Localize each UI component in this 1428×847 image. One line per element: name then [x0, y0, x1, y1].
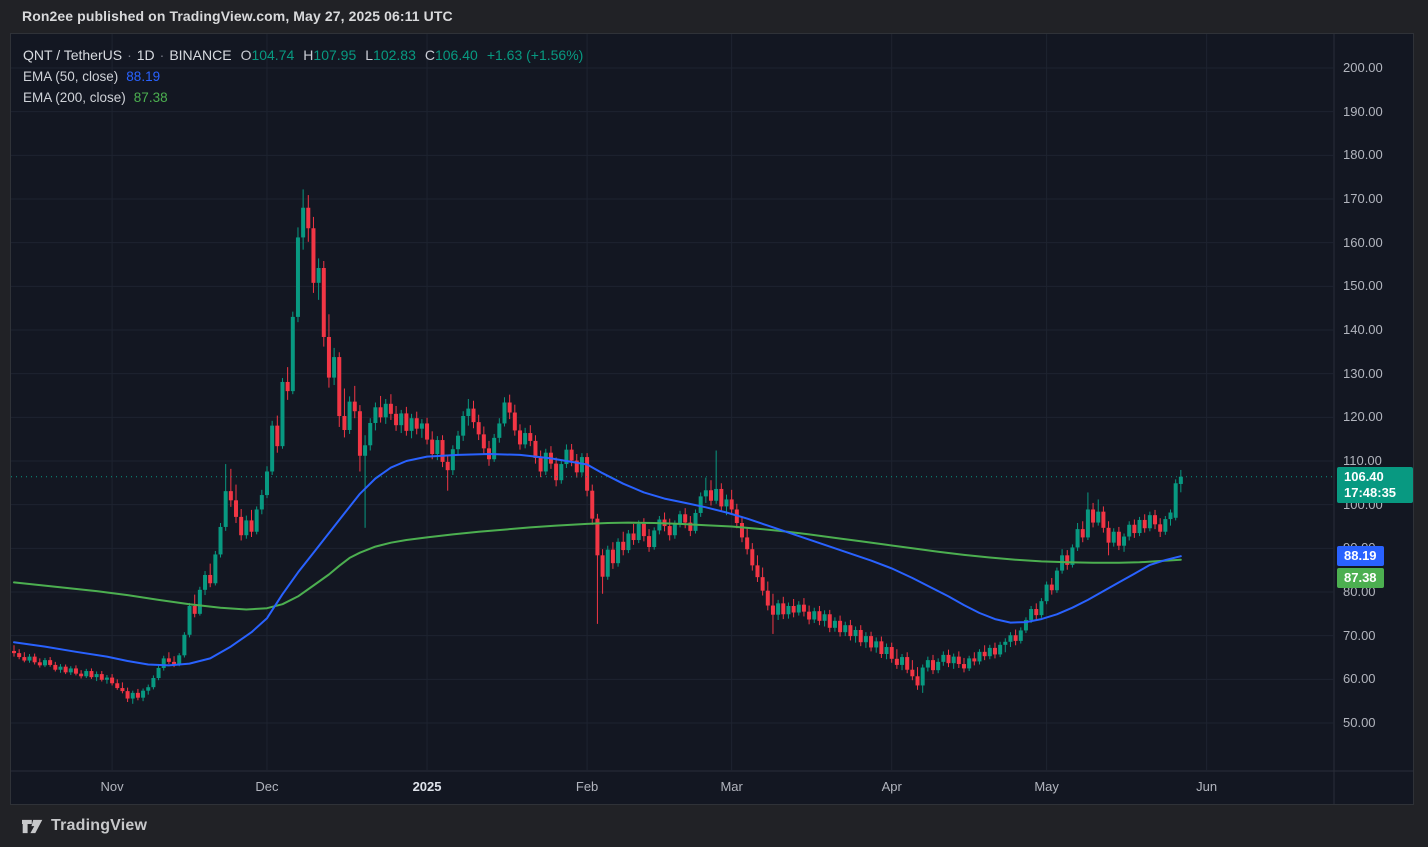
open-label: O	[240, 47, 252, 63]
price-axis-label: 150.00	[1343, 278, 1383, 294]
ema200-value: 87.38	[133, 90, 168, 105]
ema200-name[interactable]: EMA (200, close)	[23, 90, 126, 105]
indicator-row-ema200[interactable]: EMA (200, close) 87.38	[23, 87, 583, 108]
bar-countdown: 17:48:35	[1344, 484, 1397, 500]
footer-bar: TradingView	[0, 805, 1428, 847]
price-axis-label: 50.00	[1343, 715, 1376, 730]
high-label: H	[303, 47, 314, 63]
change-value: +1.63 (+1.56%)	[486, 47, 584, 63]
attribution-text: Ron2ee published on TradingView.com, May…	[22, 8, 453, 24]
time-axis-label: Feb	[575, 779, 599, 794]
price-axis-label: 160.00	[1343, 234, 1383, 250]
time-axis-label: May	[1034, 779, 1059, 794]
symbol-name[interactable]: QNT / TetherUS	[23, 47, 123, 63]
price-axis-label: 190.00	[1343, 103, 1383, 119]
ema50-value: 88.19	[126, 69, 161, 84]
price-axis-label: 70.00	[1343, 627, 1376, 643]
time-axis-label: Jun	[1196, 779, 1218, 794]
last-price-badge: 106.40 17:48:35	[1337, 466, 1413, 503]
price-axis-label: 200.00	[1343, 60, 1383, 75]
price-axis-label: 140.00	[1343, 322, 1383, 337]
ema50-name[interactable]: EMA (50, close)	[23, 69, 119, 84]
tradingview-brand-text: TradingView	[51, 817, 148, 834]
price-axis-label: 180.00	[1343, 147, 1383, 163]
price-axis-label: 110.00	[1343, 453, 1382, 468]
time-axis-label: 2025	[412, 779, 442, 794]
top-attribution-bar: Ron2ee published on TradingView.com, May…	[0, 0, 1428, 33]
separator-dot: ·	[127, 47, 132, 63]
tradingview-logo-icon	[22, 819, 43, 833]
time-axis-label: Dec	[255, 779, 279, 794]
price-axis-label: 170.00	[1343, 191, 1383, 206]
time-axis-label: Nov	[100, 779, 124, 794]
separator-dot: ·	[159, 47, 165, 63]
price-axis-label: 60.00	[1343, 671, 1376, 687]
close-value: 106.40	[434, 47, 478, 63]
price-axis-label: 120.00	[1343, 409, 1383, 425]
indicator-row-ema50[interactable]: EMA (50, close) 88.19	[23, 66, 583, 87]
interval-label[interactable]: 1D	[136, 47, 155, 63]
chart-canvas[interactable]	[11, 34, 1413, 804]
price-axis-label: 130.00	[1343, 365, 1383, 381]
close-label: C	[424, 47, 435, 63]
tradingview-brand-link[interactable]: TradingView	[22, 814, 147, 838]
low-label: L	[365, 47, 374, 63]
last-price-value: 106.40	[1344, 468, 1384, 484]
ema50-price-badge: 88.19	[1337, 546, 1384, 567]
open-value: 104.74	[251, 47, 295, 63]
time-axis-label: Mar	[720, 779, 743, 794]
exchange-label: BINANCE	[169, 47, 232, 63]
high-value: 107.95	[313, 47, 357, 63]
ema200-price-badge: 87.38	[1337, 568, 1384, 589]
low-value: 102.83	[373, 47, 416, 63]
time-axis-label: Apr	[881, 779, 902, 794]
chart-legend: QNT / TetherUS · 1D · BINANCE O104.74 H107.95 L…	[23, 45, 583, 108]
chart-widget: QNT / TetherUS · 1D · BINANCE O104.74 H107.95 L…	[10, 33, 1414, 805]
symbol-row[interactable]: QNT / TetherUS · 1D · BINANCE O104.74 H107.95 L…	[23, 45, 583, 66]
